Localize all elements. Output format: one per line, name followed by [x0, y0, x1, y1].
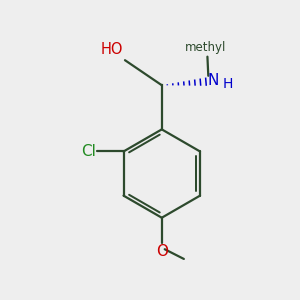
Text: Cl: Cl [81, 144, 96, 159]
Text: H: H [223, 77, 233, 91]
Text: HO: HO [101, 42, 124, 57]
Text: O: O [156, 244, 168, 259]
Text: methyl: methyl [185, 41, 226, 54]
Text: N: N [207, 73, 219, 88]
